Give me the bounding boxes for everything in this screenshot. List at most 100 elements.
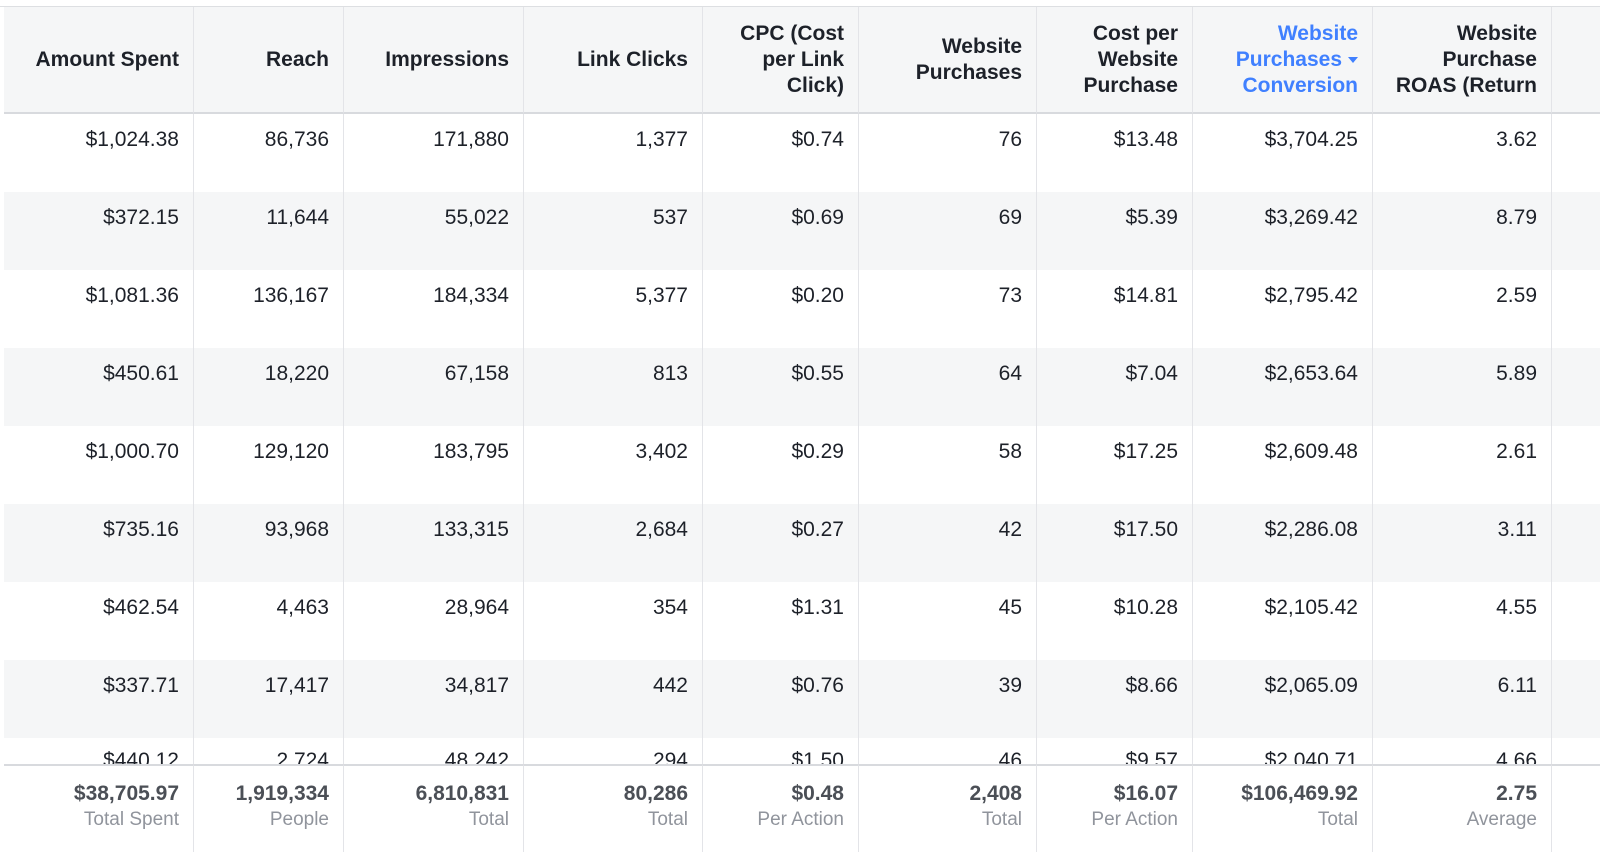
column-header[interactable]: CPC (Cost per Link Click)	[703, 7, 859, 114]
ads-report-table: Amount Spent Reach Impressions Link Clicks C…	[0, 6, 1600, 864]
table-cell: $3,704.25	[1193, 114, 1373, 192]
table-cell: 18,220	[194, 348, 344, 426]
column-header-line: Purchase	[1083, 73, 1178, 97]
table-cell: $1,081.36	[4, 270, 194, 348]
row-overflow	[1552, 192, 1600, 270]
column-header[interactable]: Website Purchase ROAS (Return	[1373, 7, 1552, 114]
column-header[interactable]: Link Clicks	[524, 7, 703, 114]
total-label: Total	[981, 809, 1022, 830]
row-overflow	[1552, 114, 1600, 192]
table-cell: 64	[859, 348, 1037, 426]
table-cell: 171,880	[344, 114, 524, 192]
table-cell: 39	[859, 660, 1037, 738]
table-cell: 6.11	[1373, 660, 1552, 738]
table-cell: $462.54	[4, 582, 194, 660]
row-overflow	[1552, 270, 1600, 348]
table-cell: 442	[524, 660, 703, 738]
column-header-label: Website Purchases Conversion	[1236, 21, 1358, 99]
column-header-line: Cost per	[1092, 21, 1178, 45]
total-value: $106,469.92	[1241, 782, 1358, 805]
table-cell: $372.15	[4, 192, 194, 270]
table-cell: 537	[524, 192, 703, 270]
table-cell: $14.81	[1037, 270, 1193, 348]
total-cell: $106,469.92 Total	[1193, 764, 1373, 852]
header-overflow	[1552, 7, 1600, 114]
table-cell: 3.11	[1373, 504, 1552, 582]
row-overflow	[1552, 348, 1600, 426]
table-cell-partial: 46	[859, 738, 1037, 764]
table-cell: $1,000.70	[4, 426, 194, 504]
column-header-line: CPC (Cost	[740, 21, 844, 45]
table-cell: $8.66	[1037, 660, 1193, 738]
column-header[interactable]: Cost per Website Purchase	[1037, 7, 1193, 114]
table-cell: 28,964	[344, 582, 524, 660]
column-header-label: Amount Spent	[36, 47, 179, 73]
total-cell: 1,919,334 People	[194, 764, 344, 852]
total-label: Per Action	[1091, 809, 1178, 830]
column-header[interactable]: Impressions	[344, 7, 524, 114]
table-cell: 34,817	[344, 660, 524, 738]
total-value: $38,705.97	[73, 782, 179, 805]
table-cell: $0.27	[703, 504, 859, 582]
total-label: People	[269, 809, 329, 830]
table-cell: 73	[859, 270, 1037, 348]
column-header-line: Website	[941, 34, 1022, 58]
table-cell-partial: $2,040.71	[1193, 738, 1373, 764]
table-cell: 4.55	[1373, 582, 1552, 660]
table-cell: $2,653.64	[1193, 348, 1373, 426]
table-cell: $2,795.42	[1193, 270, 1373, 348]
table-cell-partial: $1.50	[703, 738, 859, 764]
partial-value: 46	[998, 749, 1022, 764]
column-header[interactable]: Website Purchases Conversion	[1193, 7, 1373, 114]
table-cell: 136,167	[194, 270, 344, 348]
column-header[interactable]: Amount Spent	[4, 7, 194, 114]
table-cell: 69	[859, 192, 1037, 270]
total-value: 80,286	[623, 782, 688, 805]
table-cell: $0.74	[703, 114, 859, 192]
table-cell: $10.28	[1037, 582, 1193, 660]
column-header-line: Website	[1456, 21, 1537, 45]
caret-down-icon[interactable]	[1348, 56, 1358, 63]
table-cell-partial: 4.66	[1373, 738, 1552, 764]
column-header-line: Purchases	[915, 60, 1022, 84]
column-header-line: Purchase	[1442, 47, 1537, 71]
table-cell-partial: $440.12	[4, 738, 194, 764]
column-header-label: Website Purchases	[916, 34, 1022, 86]
table-cell: 5.89	[1373, 348, 1552, 426]
column-header-line: Impressions	[385, 47, 509, 71]
table-cell: $17.25	[1037, 426, 1193, 504]
column-header-line: Website	[1277, 21, 1358, 45]
table-cell: 5,377	[524, 270, 703, 348]
total-label: Average	[1466, 809, 1537, 830]
column-header[interactable]: Reach	[194, 7, 344, 114]
column-header-line: per Link	[762, 47, 844, 71]
total-label: Total	[1317, 809, 1358, 830]
table-cell: $3,269.42	[1193, 192, 1373, 270]
total-cell: $0.48 Per Action	[703, 764, 859, 852]
table-cell: 184,334	[344, 270, 524, 348]
row-overflow	[1552, 582, 1600, 660]
partial-value: 294	[652, 749, 688, 764]
table-cell: 3,402	[524, 426, 703, 504]
column-header-line: Purchases	[1236, 47, 1358, 73]
table-cell: $1.31	[703, 582, 859, 660]
table-grid: Amount Spent Reach Impressions Link Clicks C…	[4, 7, 1600, 864]
table-cell: 67,158	[344, 348, 524, 426]
column-header-label: Reach	[266, 47, 329, 73]
table-cell: 45	[859, 582, 1037, 660]
table-cell: 2,684	[524, 504, 703, 582]
column-header-line: Amount Spent	[35, 47, 179, 71]
table-cell: 42	[859, 504, 1037, 582]
column-header[interactable]: Website Purchases	[859, 7, 1037, 114]
table-cell: $7.04	[1037, 348, 1193, 426]
total-label: Total	[468, 809, 509, 830]
table-cell: $0.69	[703, 192, 859, 270]
partial-value: 48,242	[444, 749, 509, 764]
row-overflow	[1552, 660, 1600, 738]
table-cell: $0.20	[703, 270, 859, 348]
total-cell: $16.07 Per Action	[1037, 764, 1193, 852]
table-cell: 17,417	[194, 660, 344, 738]
table-cell: 183,795	[344, 426, 524, 504]
total-cell: 2.75 Average	[1373, 764, 1552, 852]
column-header-label: CPC (Cost per Link Click)	[740, 21, 844, 99]
